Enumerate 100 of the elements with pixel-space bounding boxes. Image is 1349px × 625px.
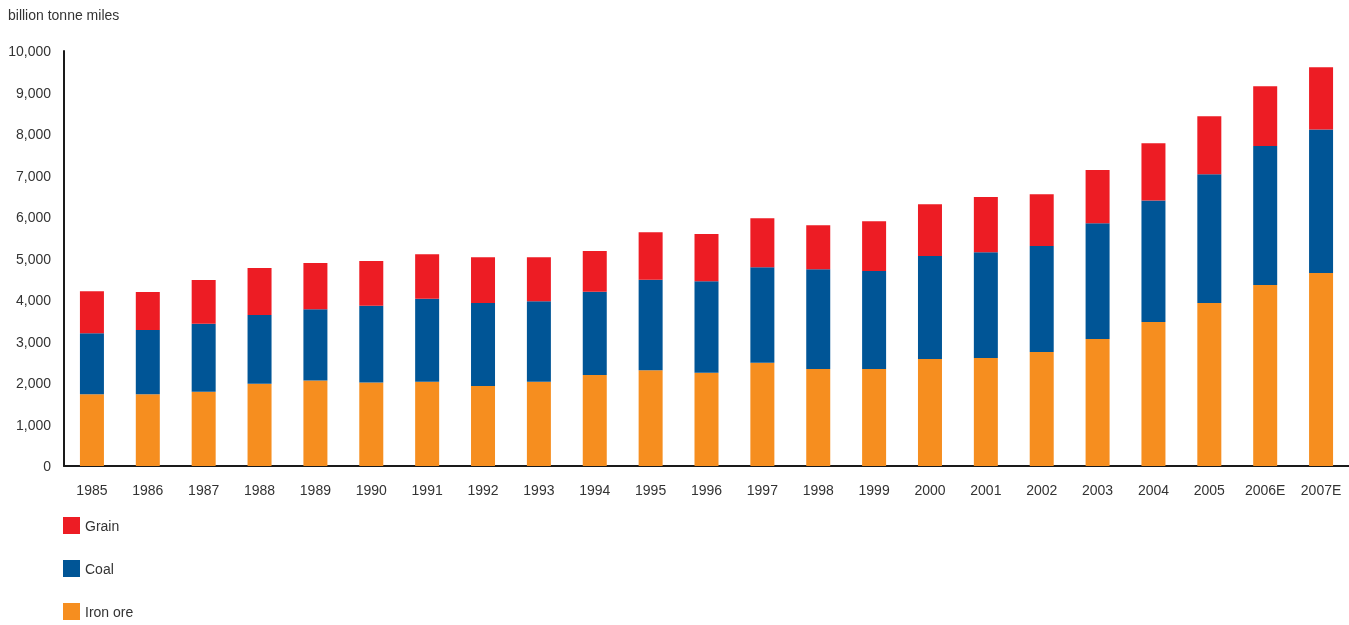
legend-label: Iron ore <box>85 603 134 620</box>
x-tick-label: 2003 <box>1082 482 1114 498</box>
bar <box>638 370 663 466</box>
x-tick-label: 1997 <box>746 482 779 498</box>
bar <box>247 383 272 466</box>
bar <box>1085 170 1110 224</box>
bar <box>1029 246 1054 352</box>
bar <box>1141 200 1166 322</box>
bar <box>191 280 216 324</box>
bar <box>191 391 216 466</box>
bar <box>582 251 607 292</box>
bar <box>806 368 831 466</box>
x-tick-label: 1985 <box>76 482 108 498</box>
x-tick-label: 1999 <box>858 482 890 498</box>
bar <box>638 279 663 371</box>
y-tick-label: 4,000 <box>15 292 52 308</box>
bar <box>79 291 104 334</box>
y-tick-label: 1,000 <box>15 416 52 433</box>
bar <box>1029 351 1054 466</box>
bar <box>917 358 942 466</box>
bar <box>191 323 216 392</box>
x-tick-label: 1986 <box>132 482 164 498</box>
bar <box>303 263 328 310</box>
bar <box>1253 285 1278 466</box>
bar <box>359 305 384 383</box>
bar <box>1197 174 1222 303</box>
x-tick-label: 2006E <box>1244 482 1286 498</box>
y-tick-label: 3,000 <box>15 333 52 350</box>
y-tick-label: 8,000 <box>15 126 52 142</box>
x-tick-label: 1988 <box>243 482 276 498</box>
bar <box>862 368 887 466</box>
bar <box>638 232 663 280</box>
bar <box>694 281 719 373</box>
bar <box>526 257 551 302</box>
bar <box>1029 194 1054 247</box>
bar <box>973 252 998 359</box>
x-tick-label: 1995 <box>635 482 667 498</box>
bar <box>973 358 998 466</box>
bar <box>750 218 775 268</box>
y-axis-title: billion tonne miles <box>8 7 120 23</box>
bar <box>694 234 719 282</box>
bar <box>917 256 942 359</box>
bar <box>582 291 607 376</box>
x-tick-label: 1990 <box>355 482 388 498</box>
x-tick-label: 2000 <box>914 482 946 498</box>
x-tick-label: 2002 <box>1026 482 1058 498</box>
bar <box>471 385 496 466</box>
bar <box>750 267 775 363</box>
bar <box>1085 223 1110 340</box>
bar <box>1197 116 1222 175</box>
bar <box>415 298 440 382</box>
x-tick-label: 2001 <box>970 482 1002 498</box>
bar <box>1141 143 1166 201</box>
bar <box>79 394 104 466</box>
bar <box>1197 302 1222 466</box>
bar <box>471 302 496 386</box>
y-tick-label: 5,000 <box>15 250 52 267</box>
bar <box>415 381 440 466</box>
bar <box>750 362 775 466</box>
y-tick-label: 2,000 <box>15 375 52 391</box>
bar <box>694 372 719 466</box>
bar <box>526 301 551 382</box>
bar <box>135 394 160 466</box>
bar <box>806 269 831 369</box>
bar <box>415 254 440 299</box>
legend-label: Grain <box>85 517 120 534</box>
bar <box>862 270 887 369</box>
bar <box>582 375 607 466</box>
bar <box>359 382 384 466</box>
legend-label: Coal <box>85 560 114 577</box>
x-tick-label: 2004 <box>1137 482 1170 498</box>
x-tick-label: 2007E <box>1300 482 1342 498</box>
x-tick-label: 1996 <box>690 482 723 498</box>
bar <box>917 204 942 257</box>
bar <box>1309 67 1334 130</box>
bar <box>806 225 831 270</box>
x-tick-label: 1992 <box>467 482 499 498</box>
bar <box>303 380 328 466</box>
x-tick-label: 1998 <box>802 482 835 498</box>
bar <box>79 333 104 395</box>
bar <box>862 221 887 271</box>
bar <box>1141 322 1166 466</box>
y-tick-label: 10,000 <box>8 43 52 59</box>
y-tick-label: 9,000 <box>15 84 52 101</box>
x-tick-label: 1991 <box>411 482 443 498</box>
x-tick-label: 1989 <box>299 482 332 498</box>
bar <box>471 257 496 303</box>
bar <box>526 381 551 466</box>
bar <box>247 314 272 384</box>
bar <box>303 309 328 381</box>
bar <box>1253 146 1278 286</box>
x-tick-label: 1993 <box>523 482 555 498</box>
bar <box>1309 129 1334 274</box>
bar <box>1085 339 1110 466</box>
bar <box>247 268 272 315</box>
x-tick-label: 1994 <box>579 482 611 498</box>
bar <box>359 260 384 306</box>
x-tick-label: 1987 <box>188 482 220 498</box>
x-tick-label: 2005 <box>1193 482 1226 498</box>
bar <box>973 197 998 253</box>
